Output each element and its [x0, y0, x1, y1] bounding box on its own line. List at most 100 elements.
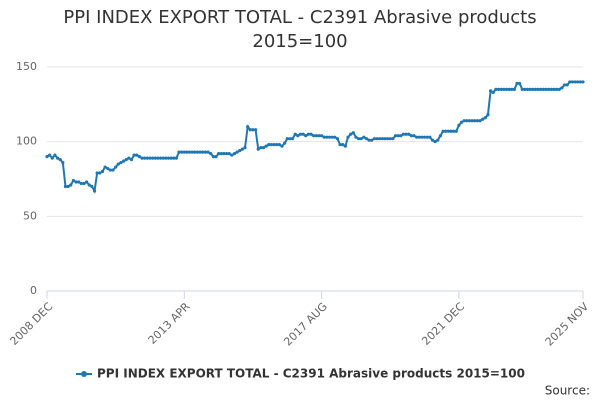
point [425, 135, 429, 139]
point [251, 128, 255, 132]
point [166, 156, 171, 160]
x-tick-label: 2025 NOV [543, 300, 592, 349]
point [438, 134, 443, 138]
point [248, 128, 252, 132]
point [552, 87, 556, 91]
point [261, 146, 266, 150]
point [277, 143, 281, 147]
point [333, 135, 337, 139]
point [259, 146, 263, 150]
point [338, 143, 342, 147]
legend-marker [81, 371, 87, 377]
point [433, 140, 437, 144]
point [69, 183, 73, 187]
point [187, 150, 192, 154]
point [240, 147, 244, 151]
point [346, 135, 350, 139]
point [544, 87, 548, 91]
point [193, 150, 197, 154]
point [203, 150, 208, 154]
point [362, 135, 366, 139]
point [470, 119, 474, 123]
point [475, 119, 479, 123]
point [132, 153, 136, 157]
point [71, 178, 76, 183]
point [85, 180, 89, 184]
point [95, 171, 99, 175]
point [428, 135, 432, 139]
point [198, 150, 202, 154]
point [48, 153, 52, 157]
point [547, 87, 551, 91]
y-tick-label: 150 [16, 60, 37, 73]
point [452, 129, 456, 133]
point [488, 89, 493, 93]
point [409, 134, 413, 138]
point [422, 135, 427, 139]
point [280, 144, 284, 148]
point [430, 138, 435, 142]
point [116, 162, 120, 166]
point [190, 150, 194, 154]
point [554, 87, 559, 91]
point [573, 80, 577, 84]
point [317, 134, 321, 138]
point [256, 147, 260, 151]
point [562, 83, 567, 87]
point [174, 156, 178, 160]
point [473, 119, 477, 123]
point [354, 135, 358, 139]
point [401, 132, 406, 136]
x-tick-label: 2017 AUG [281, 300, 330, 349]
point [510, 87, 514, 91]
point [143, 156, 147, 160]
point [156, 156, 160, 160]
point [272, 143, 276, 147]
point [185, 150, 189, 154]
chart-title: PPI INDEX EXPORT TOTAL - C2391 Abrasive … [63, 7, 537, 52]
point [370, 138, 374, 142]
point [145, 156, 149, 160]
point [288, 137, 292, 141]
point [378, 137, 382, 141]
point [169, 156, 173, 160]
point [58, 157, 62, 162]
point [119, 160, 123, 165]
point [539, 87, 543, 91]
point [140, 156, 144, 160]
point [380, 137, 384, 141]
point [50, 156, 54, 160]
point [66, 184, 70, 189]
point [465, 119, 469, 123]
y-tick-label: 0 [30, 284, 37, 297]
point [209, 152, 213, 156]
point [253, 128, 258, 132]
point [108, 168, 112, 172]
point [227, 152, 231, 156]
point [499, 87, 503, 91]
point [214, 155, 218, 159]
point [301, 132, 305, 136]
point [314, 134, 318, 138]
point [396, 134, 400, 138]
point [296, 134, 300, 138]
point [211, 155, 215, 159]
point [560, 86, 564, 90]
point [457, 123, 461, 127]
point [375, 137, 379, 141]
point [172, 156, 176, 160]
point [446, 129, 450, 133]
point [106, 166, 110, 171]
point [335, 137, 340, 141]
point [206, 150, 210, 154]
point [177, 150, 181, 154]
point [151, 156, 155, 160]
point [246, 125, 250, 129]
point [55, 156, 60, 160]
x-tick-label: 2008 DEC [7, 300, 55, 348]
point [502, 87, 506, 91]
point [79, 181, 83, 186]
point [454, 129, 458, 133]
